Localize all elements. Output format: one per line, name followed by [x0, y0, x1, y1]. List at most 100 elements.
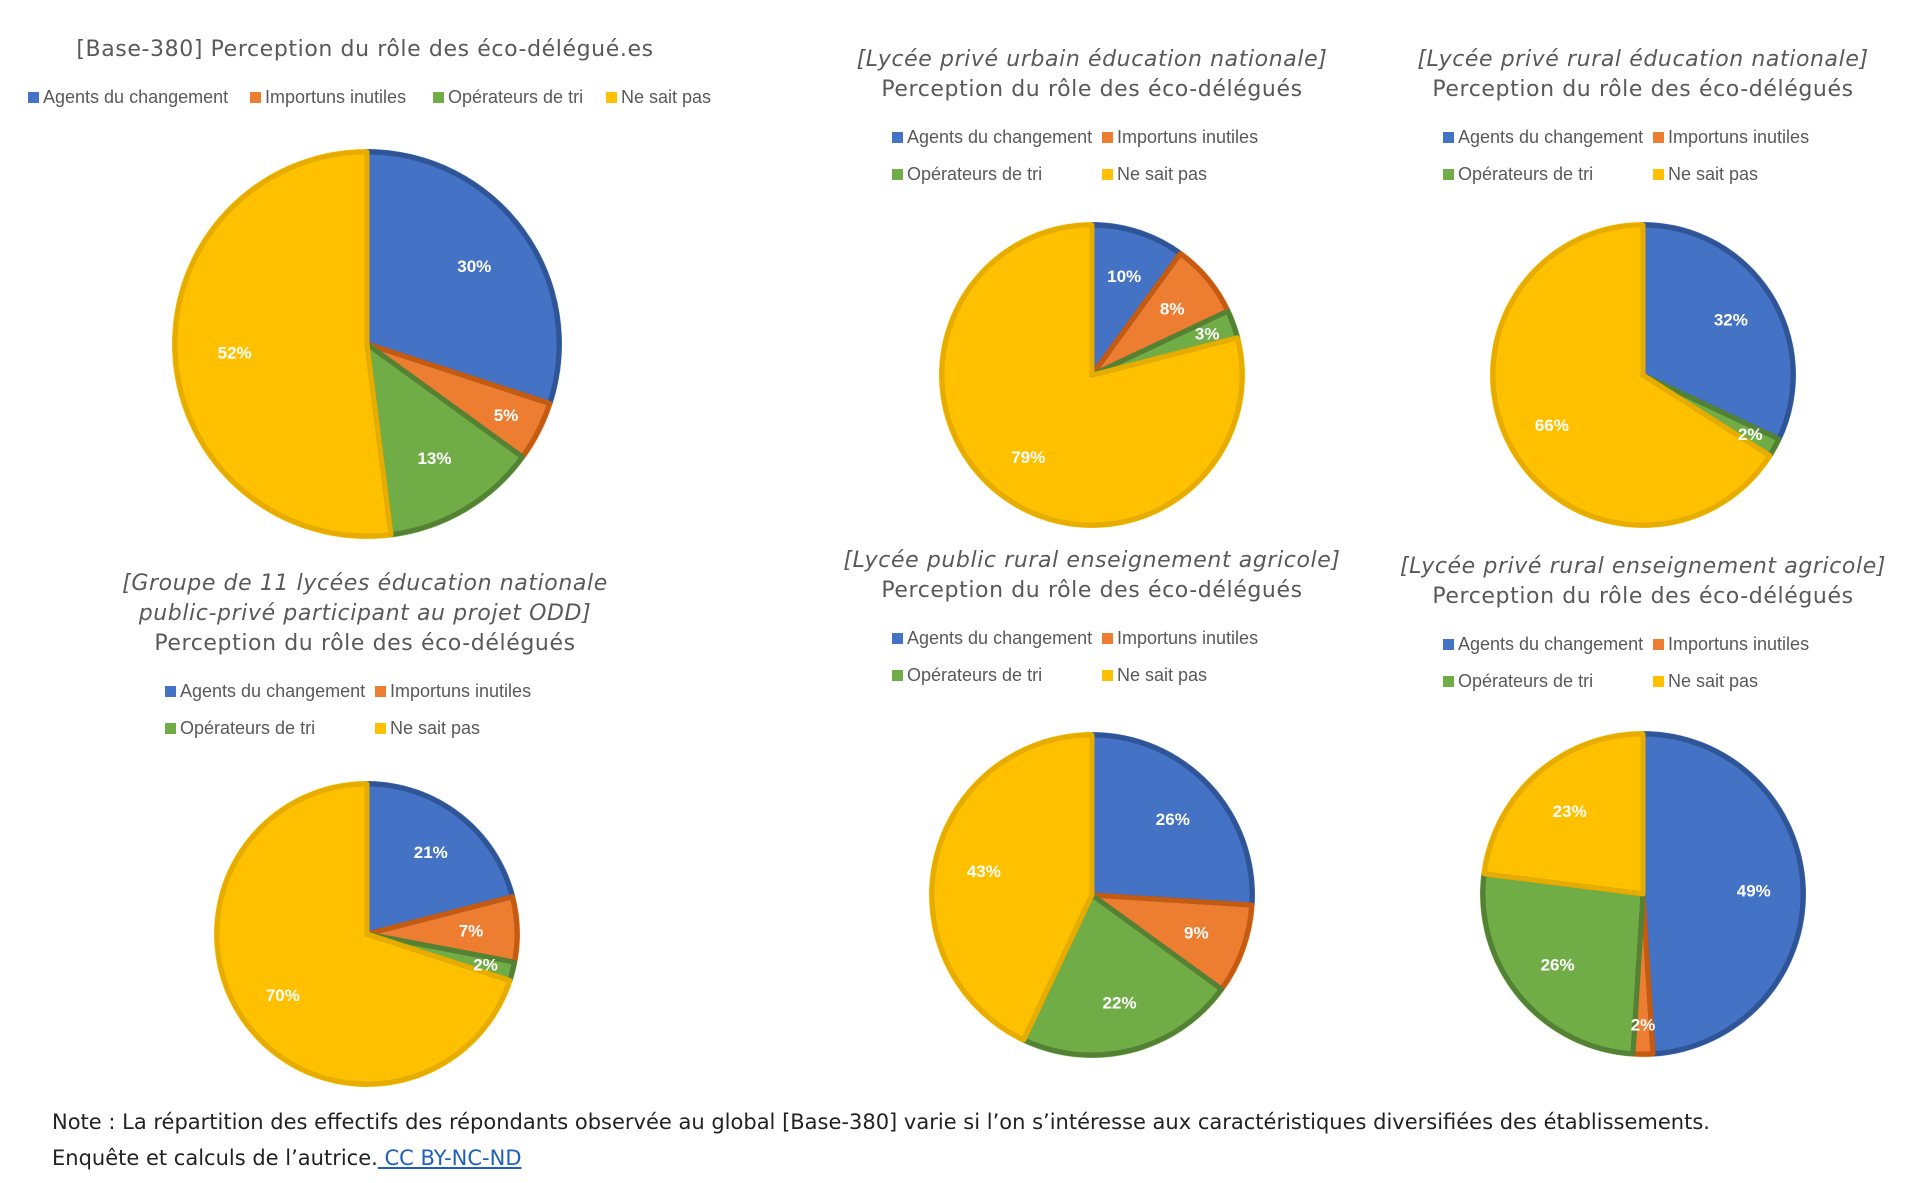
legend-swatch-ne-sait-pas [375, 723, 386, 734]
legend-label-agents-du-changement: Agents du changement [43, 87, 228, 107]
legend-swatch-importuns-inutiles [1653, 639, 1664, 650]
pie-slice-importuns-inutiles [1632, 894, 1654, 1057]
data-label-operateurs-de-tri: 2% [473, 955, 498, 974]
legend-label-agents-du-changement: Agents du changement [180, 681, 365, 701]
pie-chart-1: [Base-380] Perception du rôle des éco-dé… [28, 37, 711, 539]
note-line-2: Enquête et calculs de l’autrice. CC BY-N… [52, 1140, 1812, 1176]
pie-chart-4: [Groupe de 11 lycées éducation nationale… [122, 571, 608, 1087]
data-label-agents-du-changement: 10% [1107, 267, 1141, 286]
pie-slice-border-ne-sait-pas [1481, 731, 1646, 897]
legend-swatch-importuns-inutiles [375, 686, 386, 697]
legend-label-ne-sait-pas: Ne sait pas [390, 718, 480, 738]
pie-slice-border-ne-sait-pas [939, 222, 1245, 528]
pie-slice-border-agents-du-changement [364, 149, 562, 406]
legend-label-importuns-inutiles: Importuns inutiles [1668, 634, 1809, 654]
data-label-ne-sait-pas: 52% [218, 343, 252, 362]
legend-swatch-operateurs-de-tri [1443, 676, 1454, 687]
chart-title-line: [Lycée privé urbain éducation nationale] [857, 47, 1328, 72]
legend-label-ne-sait-pas: Ne sait pas [1117, 665, 1207, 685]
legend-label-agents-du-changement: Agents du changement [1458, 127, 1643, 147]
data-label-ne-sait-pas: 43% [967, 862, 1001, 881]
legend-label-operateurs-de-tri: Opérateurs de tri [907, 665, 1042, 685]
pie-chart-3: [Lycée privé rural éducation nationale] P… [1417, 47, 1868, 529]
legend-label-ne-sait-pas: Ne sait pas [1668, 671, 1758, 691]
legend-swatch-operateurs-de-tri [892, 169, 903, 180]
chart-title-line: Perception du rôle des éco-délégués [1432, 77, 1853, 102]
legend-swatch-operateurs-de-tri [1443, 169, 1454, 180]
pie-slice-importuns-inutiles [367, 895, 520, 963]
pie-slice-border-operateurs-de-tri [1480, 871, 1646, 1057]
pie-chart-6: [Lycée privé rural enseignement agricole… [1400, 554, 1886, 1057]
data-label-ne-sait-pas: 23% [1553, 802, 1587, 821]
legend-swatch-agents-du-changement [1443, 639, 1454, 650]
data-label-operateurs-de-tri: 13% [417, 449, 451, 468]
pie-slice-importuns-inutiles [1092, 895, 1255, 991]
legend-label-operateurs-de-tri: Opérateurs de tri [1458, 164, 1593, 184]
pie-slice-agents-du-changement [1643, 731, 1806, 1057]
chart-title-line: Perception du rôle des éco-délégués [1432, 584, 1853, 609]
pie-slice-operateurs-de-tri [367, 344, 525, 538]
data-label-operateurs-de-tri: 22% [1103, 993, 1137, 1012]
chart-title-line: Perception du rôle des éco-délégués [881, 578, 1302, 603]
data-label-agents-du-changement: 30% [457, 257, 491, 276]
data-label-importuns-inutiles: 9% [1184, 924, 1209, 943]
license-link[interactable]: CC BY-NC-ND [377, 1146, 522, 1170]
data-label-operateurs-de-tri: 26% [1541, 956, 1575, 975]
chart-title-line: Perception du rôle des éco-délégués [154, 631, 575, 656]
pie-slice-border-agents-du-changement [1089, 732, 1255, 908]
legend-label-agents-du-changement: Agents du changement [907, 628, 1092, 648]
pie-slice-agents-du-changement [1092, 732, 1255, 906]
legend-swatch-operateurs-de-tri [433, 92, 444, 103]
legend-swatch-importuns-inutiles [1102, 132, 1113, 143]
pie-slice-border-agents-du-changement [1640, 222, 1796, 442]
pie-slice-ne-sait-pas [172, 149, 392, 539]
data-label-agents-du-changement: 32% [1714, 310, 1748, 329]
chart-title-line: [Lycée privé rural enseignement agricole… [1400, 554, 1886, 579]
data-label-agents-du-changement: 26% [1156, 810, 1190, 829]
pie-slice-ne-sait-pas [1490, 222, 1773, 529]
legend-swatch-ne-sait-pas [1653, 169, 1664, 180]
pie-slice-border-agents-du-changement [364, 781, 515, 937]
pie-slice-border-ne-sait-pas [172, 149, 394, 539]
pie-slice-border-agents-du-changement [1640, 731, 1806, 1057]
legend-label-operateurs-de-tri: Opérateurs de tri [1458, 671, 1593, 691]
legend-swatch-operateurs-de-tri [165, 723, 176, 734]
legend-label-importuns-inutiles: Importuns inutiles [1668, 127, 1809, 147]
data-label-ne-sait-pas: 66% [1535, 416, 1569, 435]
legend-label-operateurs-de-tri: Opérateurs de tri [448, 87, 583, 107]
legend-swatch-agents-du-changement [28, 92, 39, 103]
data-label-ne-sait-pas: 70% [266, 986, 300, 1005]
pie-slice-border-agents-du-changement [1089, 222, 1183, 378]
legend-swatch-agents-du-changement [165, 686, 176, 697]
pie-slice-importuns-inutiles [367, 344, 553, 459]
data-label-ne-sait-pas: 79% [1011, 448, 1045, 467]
chart-title-line: [Lycée privé rural éducation nationale] [1417, 47, 1868, 72]
legend-swatch-operateurs-de-tri [892, 670, 903, 681]
pie-slice-agents-du-changement [367, 781, 516, 934]
data-label-agents-du-changement: 49% [1737, 882, 1771, 901]
legend-swatch-agents-du-changement [892, 132, 903, 143]
pie-slice-importuns-inutiles [1092, 251, 1231, 375]
pie-slice-border-ne-sait-pas [929, 732, 1095, 1043]
chart-title-line: [Lycée public rural enseignement agricol… [843, 548, 1340, 573]
legend-swatch-ne-sait-pas [1653, 676, 1664, 687]
pie-chart-5: [Lycée public rural enseignement agricol… [843, 548, 1340, 1058]
legend-label-importuns-inutiles: Importuns inutiles [1117, 628, 1258, 648]
pie-slice-agents-du-changement [1092, 222, 1182, 375]
chart-title-line: [Groupe de 11 lycées éducation nationale [122, 571, 608, 596]
pie-slice-operateurs-de-tri [1480, 873, 1643, 1057]
pie-slice-border-ne-sait-pas [214, 781, 513, 1087]
legend-label-ne-sait-pas: Ne sait pas [1117, 164, 1207, 184]
pie-slice-border-operateurs-de-tri [364, 341, 525, 537]
pie-slice-ne-sait-pas [214, 781, 513, 1087]
pie-chart-2: [Lycée privé urbain éducation nationale]… [857, 47, 1328, 528]
legend-label-agents-du-changement: Agents du changement [1458, 634, 1643, 654]
data-label-operateurs-de-tri: 2% [1738, 425, 1763, 444]
legend-label-ne-sait-pas: Ne sait pas [1668, 164, 1758, 184]
pie-slice-ne-sait-pas [928, 732, 1092, 1043]
data-label-importuns-inutiles: 2% [1631, 1015, 1656, 1034]
legend-label-importuns-inutiles: Importuns inutiles [390, 681, 531, 701]
legend-label-importuns-inutiles: Importuns inutiles [265, 87, 406, 107]
note-line-1: Note : La répartition des effectifs des … [52, 1110, 1710, 1134]
